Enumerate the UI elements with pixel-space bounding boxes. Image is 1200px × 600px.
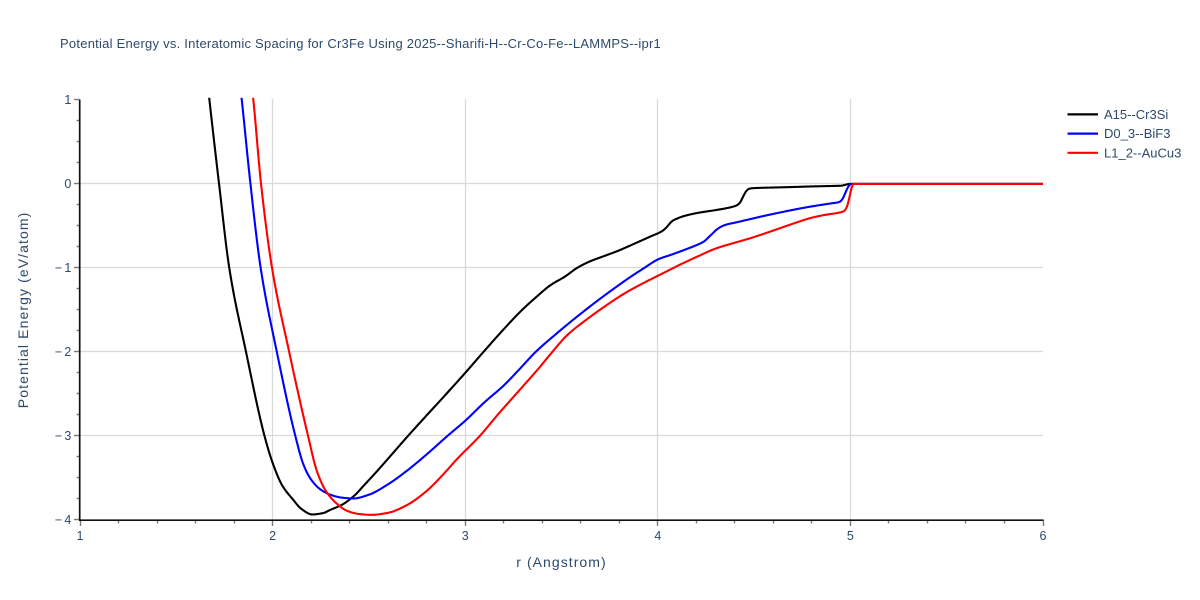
svg-text:r (Angstrom): r (Angstrom) — [516, 554, 606, 570]
svg-text:L1_2--AuCu3: L1_2--AuCu3 — [1104, 145, 1181, 160]
svg-text:A15--Cr3Si: A15--Cr3Si — [1104, 107, 1168, 122]
svg-text:−3: −3 — [55, 429, 74, 443]
svg-text:1: 1 — [77, 529, 84, 543]
svg-text:2: 2 — [269, 529, 276, 543]
svg-text:3: 3 — [462, 529, 469, 543]
svg-text:−2: −2 — [55, 345, 74, 359]
svg-text:1: 1 — [64, 93, 73, 107]
svg-text:6: 6 — [1040, 529, 1047, 543]
svg-text:4: 4 — [654, 529, 661, 543]
svg-text:Potential Energy (eV/atom): Potential Energy (eV/atom) — [15, 212, 31, 409]
svg-text:−4: −4 — [55, 513, 74, 527]
svg-text:Potential Energy vs. Interatom: Potential Energy vs. Interatomic Spacing… — [60, 36, 661, 51]
svg-text:−1: −1 — [55, 261, 74, 275]
svg-text:0: 0 — [64, 177, 73, 191]
svg-text:5: 5 — [847, 529, 854, 543]
svg-text:D0_3--BiF3: D0_3--BiF3 — [1104, 126, 1170, 141]
